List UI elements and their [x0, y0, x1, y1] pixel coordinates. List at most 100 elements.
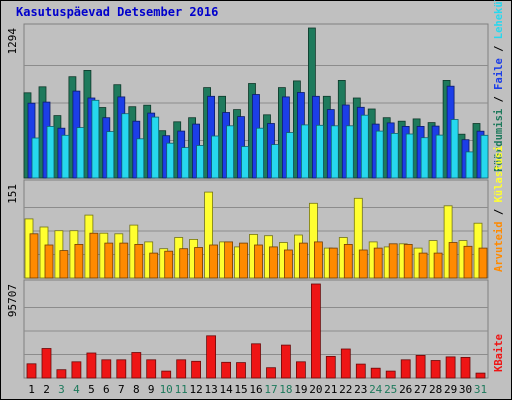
bar — [325, 355, 336, 379]
bar — [56, 369, 67, 379]
bar — [480, 134, 489, 179]
bar — [181, 147, 190, 179]
bar — [166, 142, 175, 179]
x-tick-label: 23 — [354, 383, 367, 396]
x-tick-label: 20 — [309, 383, 322, 396]
bar — [101, 359, 112, 379]
bar — [74, 243, 84, 279]
x-tick-label: 29 — [444, 383, 457, 396]
bar — [345, 125, 354, 179]
x-tick-label: 7 — [118, 383, 125, 396]
bar — [360, 114, 369, 179]
x-tick-label: 4 — [73, 383, 80, 396]
x-tick-label: 28 — [429, 383, 442, 396]
bar — [121, 113, 130, 179]
bar — [204, 191, 214, 279]
bar — [418, 252, 428, 279]
bar — [315, 124, 324, 179]
bar — [448, 242, 458, 279]
legend-label: Pöördumisi — [493, 109, 505, 172]
bar — [370, 367, 381, 379]
bar — [161, 370, 172, 379]
bar — [420, 137, 429, 179]
y-axis-max-label: 151 — [6, 184, 19, 204]
chart-panels: 1294 Pöördumisi / Faile / Lehekülgi / Kül… — [6, 0, 505, 379]
bar — [194, 247, 204, 279]
bar — [241, 146, 249, 179]
bar — [340, 348, 351, 379]
bar — [179, 248, 189, 279]
bar — [450, 119, 459, 179]
bar — [313, 241, 323, 279]
x-axis-labels: 1 2 3 4 5 6 7 8 9 10 11 12 13 14 15 16 17 18 19 20 21 22 23 24 2… — [28, 383, 487, 396]
x-tick-label: 9 — [148, 383, 155, 396]
bar — [86, 352, 97, 379]
bar — [31, 137, 40, 179]
bar — [443, 205, 453, 279]
x-tick-label: 26 — [399, 383, 412, 396]
bar — [358, 249, 368, 279]
bar — [254, 244, 263, 279]
bar — [465, 151, 474, 179]
x-tick-label: 13 — [204, 383, 217, 396]
y-axis-max-label: 95707 — [6, 284, 19, 317]
legend-label: Arvuteid — [493, 221, 505, 272]
bar — [256, 127, 264, 179]
bar — [478, 247, 488, 279]
bar — [330, 125, 339, 179]
bar — [209, 244, 219, 279]
x-tick-label: 15 — [234, 383, 247, 396]
bar — [71, 361, 82, 379]
bar — [46, 126, 55, 179]
bar — [226, 125, 235, 179]
bar — [475, 372, 486, 379]
bar — [76, 127, 85, 179]
bar — [196, 145, 205, 179]
y-axis-max-label: 1294 — [6, 28, 19, 55]
legend-label: / — [493, 202, 505, 221]
bar — [295, 361, 306, 379]
legend-label: Külastusi — [493, 146, 505, 203]
bar — [44, 244, 54, 279]
x-tick-label: 6 — [103, 383, 110, 396]
legend-label: Lehekülgi — [493, 0, 505, 39]
x-tick-label: 27 — [414, 383, 427, 396]
bar — [59, 250, 69, 279]
x-tick-label: 12 — [189, 383, 202, 396]
x-tick-label: 25 — [384, 383, 397, 396]
bar — [251, 343, 261, 379]
bar — [41, 348, 52, 379]
bar — [375, 130, 384, 179]
bar — [206, 335, 217, 379]
bar — [26, 363, 37, 379]
panel-1: 1294 Pöördumisi / Faile / Lehekülgi / Kül… — [6, 0, 505, 179]
series-legend: Arvuteid / Külastusi — [493, 146, 505, 272]
bar — [104, 242, 114, 279]
bar — [29, 233, 39, 279]
bar — [285, 132, 294, 179]
bar — [221, 361, 232, 379]
bar — [463, 245, 473, 279]
bar — [151, 116, 160, 179]
bar — [149, 252, 159, 279]
bar — [91, 99, 100, 179]
bar — [373, 247, 383, 279]
bar — [266, 367, 276, 379]
bar — [280, 344, 291, 379]
bar — [405, 133, 414, 179]
bar — [310, 283, 321, 379]
bar — [116, 359, 127, 379]
x-tick-label: 2 — [43, 383, 50, 396]
x-tick-label: 30 — [459, 383, 472, 396]
x-tick-label: 1 — [28, 383, 35, 396]
bar — [388, 243, 398, 279]
x-tick-label: 17 — [264, 383, 277, 396]
bar — [445, 356, 456, 379]
x-tick-label: 11 — [175, 383, 188, 396]
x-tick-label: 21 — [324, 383, 337, 396]
bar — [239, 242, 248, 279]
legend-label: Faile — [493, 58, 505, 90]
bar — [390, 132, 399, 179]
